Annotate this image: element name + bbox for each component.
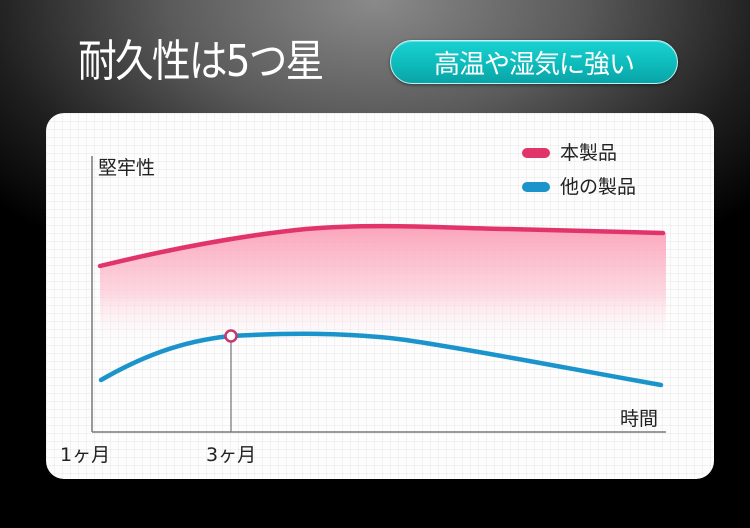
feature-badge-text: 高温や湿気に強い	[433, 49, 635, 80]
main-product-area	[100, 226, 666, 348]
x-tick-3-month: 3ヶ月	[206, 444, 257, 466]
legend-item-other-product: 他の製品	[522, 175, 636, 199]
chart-plot	[91, 156, 666, 433]
chart-card: 堅牢性 時間 1ヶ月 3ヶ月 本製品 他の製品	[46, 113, 714, 479]
legend-label-main: 本製品	[560, 142, 618, 164]
main-product-line	[97, 223, 666, 269]
x-tick-1-month: 1ヶ月	[60, 444, 111, 466]
legend-label-other: 他の製品	[560, 176, 637, 198]
legend-item-main-product: 本製品	[522, 141, 617, 165]
legend-swatch-main-icon	[522, 148, 550, 158]
other-product-line	[98, 331, 664, 388]
page-title: 耐久性は5つ星	[78, 36, 324, 87]
legend-swatch-other-icon	[522, 182, 550, 192]
x-axis-label: 時間	[620, 408, 659, 430]
y-axis-label: 堅牢性	[98, 157, 156, 179]
three-month-marker	[224, 329, 238, 343]
feature-badge: 高温や湿気に強い	[390, 40, 678, 84]
